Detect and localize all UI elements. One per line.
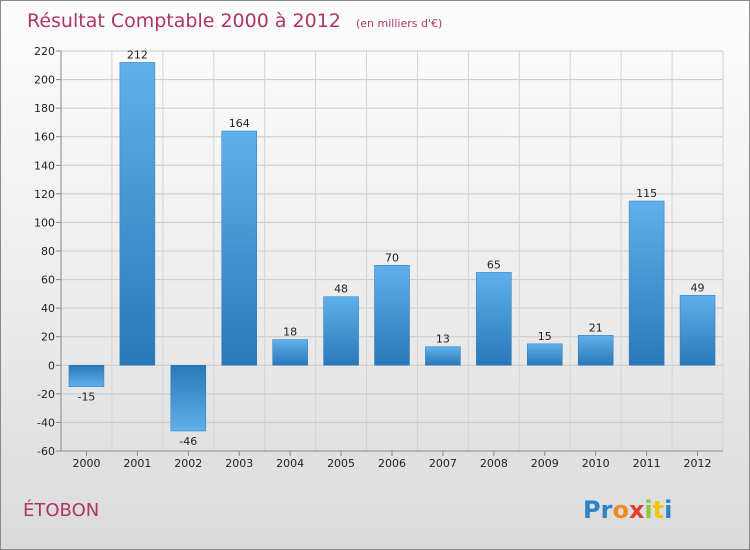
bar-2010 [577,335,614,366]
y-tick-label: -40 [37,416,55,429]
value-label-2001: 212 [127,48,148,61]
y-tick-label: 140 [34,159,55,172]
value-label-2010: 21 [589,321,603,334]
bar-2003 [221,130,257,366]
chart-title: Résultat Comptable 2000 à 2012 (en milli… [27,10,442,32]
x-tick-label-2005: 2005 [327,457,355,470]
bar-2008 [476,272,512,366]
value-label-2008: 65 [487,258,501,271]
bar-2002 [170,365,207,432]
value-labels: -15 212 -46 164 18 48 70 13 65 15 21 115 49 [77,48,704,448]
y-tick-label: 0 [48,359,55,372]
y-tick-label: 60 [41,274,55,287]
value-label-2000: -15 [77,391,95,404]
bar-2007 [425,346,461,366]
y-axis: -60 -40 -20 0 20 40 60 80 100 120 140 160 180 200 220 [34,45,62,458]
y-tick-label: 160 [34,131,55,144]
bar-2006 [374,265,410,366]
value-label-2003: 164 [229,117,250,130]
bar-2000 [68,365,105,387]
chart-title-main: Résultat Comptable 2000 à 2012 [27,10,341,32]
bar-2009 [527,343,563,366]
y-tick-label: 120 [34,188,55,201]
x-tick-label-2010: 2010 [582,457,610,470]
bars [68,62,716,432]
brand-logo: Proxiti [583,496,672,524]
value-label-2006: 70 [385,251,399,264]
value-label-2011: 115 [636,187,657,200]
place-name: ÉTOBON [23,499,99,521]
brand-letter: o [612,496,629,524]
y-tick-label: -20 [37,388,55,401]
x-tick-label-2012: 2012 [684,457,712,470]
x-tick-label-2001: 2001 [123,457,151,470]
brand-letter: P [583,496,601,524]
y-tick-label: 40 [41,302,55,315]
brand-letter: i [664,496,672,524]
y-tick-label: 200 [34,74,55,87]
x-tick-label-2002: 2002 [174,457,202,470]
x-tick-label-2006: 2006 [378,457,406,470]
y-tick-label: 20 [41,331,55,344]
value-label-2007: 13 [436,333,450,346]
x-axis: 2000 2001 2002 2003 2004 2005 2006 2007 2008 2009… [61,450,723,470]
y-tick-label: 80 [41,245,55,258]
bar-2004 [272,339,308,366]
x-tick-label-2000: 2000 [72,457,100,470]
value-label-2005: 48 [334,283,348,296]
brand-letter: x [629,496,645,524]
brand-letter: i [644,496,652,524]
x-tick-label-2008: 2008 [480,457,508,470]
brand-letter: t [653,496,664,524]
y-tick-label: 180 [34,102,55,115]
x-tick-label-2009: 2009 [531,457,559,470]
x-tick-label-2007: 2007 [429,457,457,470]
bar-2011 [628,200,665,366]
chart-title-sub: (en milliers d'€) [356,17,442,30]
y-tick-label: 100 [34,216,55,229]
grid-layer [60,50,724,452]
brand-letter: r [601,496,613,524]
value-label-2012: 49 [691,281,705,294]
bar-2012 [679,295,716,366]
bar-2005 [323,296,359,366]
value-label-2009: 15 [538,330,552,343]
value-label-2004: 18 [283,326,297,339]
y-tick-label: 220 [34,45,55,58]
x-tick-label-2011: 2011 [633,457,661,470]
y-tick-label: -60 [37,445,55,458]
x-tick-label-2004: 2004 [276,457,304,470]
x-tick-label-2003: 2003 [225,457,253,470]
bar-2001 [119,62,156,366]
value-label-2002: -46 [179,435,197,448]
